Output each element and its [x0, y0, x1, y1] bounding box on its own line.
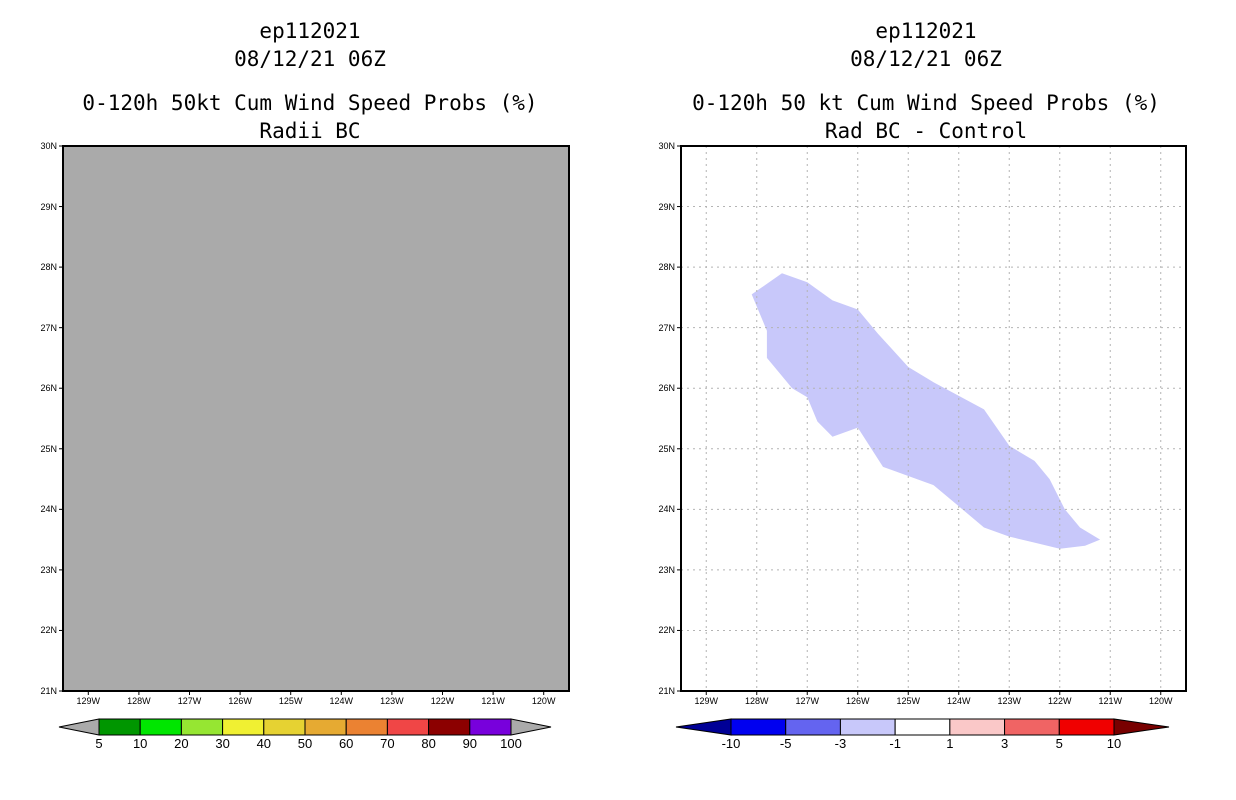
left-colorbar-label: 80 [421, 736, 436, 751]
right-title-line2: Rad BC - Control [824, 119, 1028, 143]
left-lat-label-21n: 21N [40, 686, 57, 696]
left-colorbar-swatch [386, 718, 430, 736]
left-plot-frame [62, 145, 570, 692]
right-colorbar-swatch [1004, 718, 1060, 736]
left-colorbar-label: 20 [174, 736, 189, 751]
left-lon-label-122w: 122W [430, 696, 455, 706]
right-colorbar-low-arrow [675, 718, 732, 736]
left-lon-label-128w: 128W [127, 696, 151, 706]
right-lat-label-26n: 26N [658, 383, 675, 394]
left-colorbar-swatch [428, 718, 471, 736]
right-lon-label-121w: 121W [1098, 696, 1122, 706]
left-colorbar-label: 100 [500, 736, 522, 751]
left-colorbar-swatch [139, 718, 182, 736]
right-lon-label-126w: 126W [845, 696, 870, 706]
left-colorbar-label: 30 [215, 736, 230, 751]
left-datetime: 08/12/21 06Z [234, 47, 386, 71]
right-plot-frame [680, 145, 1187, 692]
right-lon-label-123w: 123W [997, 696, 1021, 706]
left-title-line1: 0-120h 50kt Cum Wind Speed Probs (%) [82, 91, 538, 115]
left-colorbar-swatch [345, 718, 388, 736]
left-colorbar-label: 10 [132, 736, 148, 751]
left-colorbar-swatch [222, 718, 265, 736]
left-colorbar-swatch [263, 718, 306, 736]
left-storm-id: ep112021 [259, 19, 361, 43]
left-colorbar-label: 40 [256, 736, 272, 751]
left-lat-label-28n: 28N [40, 262, 57, 273]
left-lat-label-25n: 25N [40, 443, 57, 454]
left-colorbar-label: 60 [338, 736, 354, 751]
left-colorbar-label: 70 [380, 736, 395, 751]
left-title-line2: Radii BC [259, 119, 361, 143]
right-colorbar-label: -3 [834, 736, 847, 751]
difference-region-shade [751, 273, 1101, 549]
right-colorbar-swatch [730, 718, 787, 736]
left-colorbar-label: 90 [462, 736, 478, 751]
right-lat-label-24n: 24N [658, 504, 675, 515]
right-colorbar-label: 3 [1000, 736, 1009, 751]
right-lon-label-124w: 124W [946, 696, 971, 706]
right-lon-label-129w: 129W [694, 696, 718, 706]
right-colorbar-high-arrow [1113, 718, 1170, 736]
left-lat-label-30n: 30N [40, 141, 57, 151]
right-lon-label-120w: 120W [1148, 696, 1173, 706]
right-lat-label-27n: 27N [658, 322, 675, 333]
right-lat-label-23n: 23N [658, 564, 675, 575]
right-lat-label-28n: 28N [658, 262, 675, 273]
right-lat-label-30n: 30N [658, 141, 675, 151]
right-lon-label-122w: 122W [1047, 696, 1072, 706]
right-colorbar-swatch [785, 718, 841, 736]
right-title-line1: 0-120h 50 kt Cum Wind Speed Probs (%) [692, 91, 1160, 115]
right-colorbar-label: -5 [779, 736, 792, 751]
left-lon-label-129w: 129W [76, 696, 101, 706]
left-lon-label-121w: 121W [481, 696, 505, 706]
right-colorbar-label: 1 [946, 736, 954, 751]
left-lon-label-125w: 125W [278, 696, 303, 706]
left-colorbar-label: 50 [297, 736, 313, 751]
left-lat-label-24n: 24N [40, 504, 57, 515]
right-lon-label-125w: 125W [896, 696, 920, 706]
right-lat-label-25n: 25N [658, 443, 675, 454]
right-colorbar-label: -1 [889, 736, 901, 751]
left-colorbar-swatch [469, 718, 512, 736]
right-lat-label-21n: 21N [658, 686, 675, 696]
right-lat-label-22n: 22N [658, 625, 675, 636]
left-colorbar-high-arrow [510, 718, 552, 736]
left-lat-label-26n: 26N [40, 383, 57, 394]
left-lon-label-124w: 124W [329, 696, 354, 706]
left-colorbar-low-arrow [58, 718, 100, 736]
right-storm-id: ep112021 [875, 19, 977, 43]
right-datetime: 08/12/21 06Z [850, 47, 1002, 71]
left-lon-label-120w: 120W [531, 696, 556, 706]
left-lat-label-22n: 22N [40, 625, 57, 636]
right-colorbar-swatch [949, 718, 1006, 736]
right-colorbar-label: 5 [1055, 736, 1063, 751]
left-colorbar-swatch [304, 718, 347, 736]
right-lon-label-127w: 127W [795, 696, 819, 706]
right-colorbar-swatch [1058, 718, 1115, 736]
left-lat-label-27n: 27N [40, 322, 57, 333]
left-lon-label-126w: 126W [228, 696, 252, 706]
right-colorbar-swatch [894, 718, 951, 736]
left-colorbar-label: 5 [95, 736, 103, 751]
right-colorbar-swatch [839, 718, 896, 736]
left-lat-label-29n: 29N [40, 201, 57, 212]
left-lat-label-23n: 23N [40, 564, 57, 575]
right-lon-label-128w: 128W [744, 696, 769, 706]
left-colorbar-swatch [98, 718, 141, 736]
left-plot-area [63, 146, 569, 691]
left-colorbar-swatch [180, 718, 224, 736]
left-lon-label-123w: 123W [380, 696, 404, 706]
right-colorbar-label: -10 [721, 736, 741, 751]
left-lon-label-127w: 127W [177, 696, 202, 706]
right-lat-label-29n: 29N [658, 201, 675, 212]
right-colorbar-label: 10 [1106, 736, 1122, 751]
